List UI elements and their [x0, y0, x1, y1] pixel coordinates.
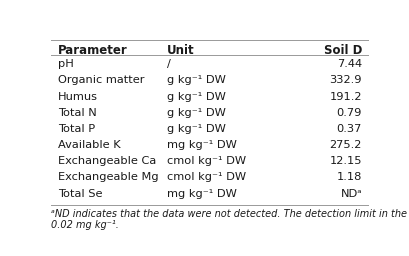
- Text: Soil D: Soil D: [323, 44, 361, 57]
- Text: Total Se: Total Se: [58, 189, 103, 199]
- Text: 7.44: 7.44: [336, 59, 361, 69]
- Text: pH: pH: [58, 59, 74, 69]
- Text: g kg⁻¹ DW: g kg⁻¹ DW: [167, 76, 225, 86]
- Text: g kg⁻¹ DW: g kg⁻¹ DW: [167, 124, 225, 134]
- Text: 0.79: 0.79: [336, 108, 361, 118]
- Text: g kg⁻¹ DW: g kg⁻¹ DW: [167, 92, 225, 102]
- Text: Total P: Total P: [58, 124, 95, 134]
- Text: Exchangeable Mg: Exchangeable Mg: [58, 173, 158, 183]
- Text: cmol kg⁻¹ DW: cmol kg⁻¹ DW: [167, 156, 246, 166]
- Text: Organic matter: Organic matter: [58, 76, 144, 86]
- Text: Available K: Available K: [58, 140, 121, 150]
- Text: 12.15: 12.15: [329, 156, 361, 166]
- Text: 332.9: 332.9: [329, 76, 361, 86]
- Text: 0.02 mg kg⁻¹.: 0.02 mg kg⁻¹.: [51, 220, 119, 230]
- Text: g kg⁻¹ DW: g kg⁻¹ DW: [167, 108, 225, 118]
- Text: 275.2: 275.2: [329, 140, 361, 150]
- Text: NDᵃ: NDᵃ: [339, 189, 361, 199]
- Text: mg kg⁻¹ DW: mg kg⁻¹ DW: [167, 189, 236, 199]
- Text: cmol kg⁻¹ DW: cmol kg⁻¹ DW: [167, 173, 246, 183]
- Text: ᵃND indicates that the data were not detected. The detection limit in the experi: ᵃND indicates that the data were not det…: [51, 209, 409, 219]
- Text: Humus: Humus: [58, 92, 98, 102]
- Text: Total N: Total N: [58, 108, 97, 118]
- Text: Exchangeable Ca: Exchangeable Ca: [58, 156, 156, 166]
- Text: 1.18: 1.18: [336, 173, 361, 183]
- Text: Parameter: Parameter: [58, 44, 128, 57]
- Text: Unit: Unit: [167, 44, 194, 57]
- Text: /: /: [167, 59, 171, 69]
- Text: 0.37: 0.37: [336, 124, 361, 134]
- Text: 191.2: 191.2: [329, 92, 361, 102]
- Text: mg kg⁻¹ DW: mg kg⁻¹ DW: [167, 140, 236, 150]
